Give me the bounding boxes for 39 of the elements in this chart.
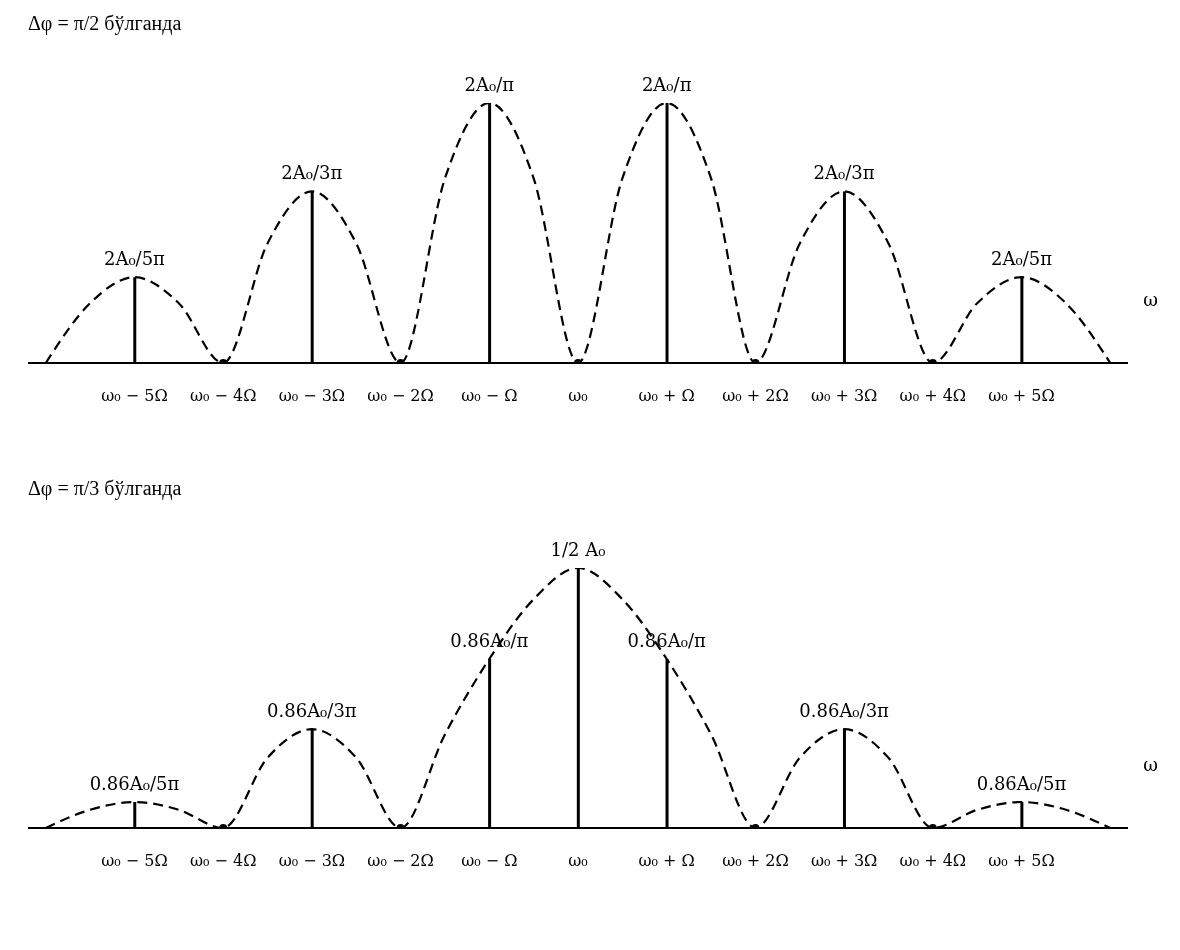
x-tick-label: ω₀ − 4Ω xyxy=(189,386,257,405)
annotation: 2A₀/π xyxy=(464,74,515,95)
annotation: 0.86A₀/3π xyxy=(267,700,357,722)
x-tick-label: ω₀ + 2Ω xyxy=(722,386,789,405)
x-tick-label: ω₀ − 3Ω xyxy=(278,851,346,870)
x-tick-label: ω₀ xyxy=(568,851,588,870)
x-axis-title: ω xyxy=(1143,753,1158,775)
x-tick-label: ω₀ − 3Ω xyxy=(278,386,346,405)
x-axis-title: ω xyxy=(1143,288,1158,310)
x-tick-label: ω₀ + 5Ω xyxy=(988,386,1055,405)
x-tick-label: ω₀ + 5Ω xyxy=(988,851,1055,870)
annotation: 2A₀/5π xyxy=(991,248,1053,270)
annotation: 0.86A₀/5π xyxy=(89,773,180,794)
x-tick-label: ω₀ + 4Ω xyxy=(899,851,967,870)
x-tick-label: ω₀ − 2Ω xyxy=(367,851,434,870)
x-tick-label: ω₀ − Ω xyxy=(461,851,518,870)
x-tick-label: ω₀ − 5Ω xyxy=(101,386,168,405)
annotation: 0.86A₀/π xyxy=(450,630,529,651)
x-tick-label: ω₀ + 4Ω xyxy=(899,386,967,405)
annotation: 2A₀/5π xyxy=(103,248,166,270)
annotation: 0.86A₀/5π xyxy=(976,773,1067,794)
annotation: 0.86A₀/π xyxy=(627,630,706,651)
annotation: 2A₀/π xyxy=(641,74,692,95)
x-tick-label: ω₀ − 2Ω xyxy=(367,386,434,405)
chart-title: Δφ = π/2 бўлганда xyxy=(28,12,182,35)
x-tick-label: ω₀ − 5Ω xyxy=(101,851,168,870)
annotation: 1/2 A₀ xyxy=(550,539,606,560)
x-tick-label: ω₀ + Ω xyxy=(638,851,695,870)
x-tick-label: ω₀ xyxy=(568,386,588,405)
x-tick-label: ω₀ − 4Ω xyxy=(189,851,257,870)
x-tick-label: ω₀ − Ω xyxy=(461,386,518,405)
x-tick-label: ω₀ + 3Ω xyxy=(810,851,878,870)
annotation: 2A₀/3π xyxy=(281,162,343,184)
chart-title: Δφ = π/3 бўлганда xyxy=(28,477,182,500)
x-tick-label: ω₀ + Ω xyxy=(638,386,695,405)
annotation: 0.86A₀/3π xyxy=(799,700,890,722)
annotation: 2A₀/3π xyxy=(813,162,875,184)
x-tick-label: ω₀ + 3Ω xyxy=(810,386,878,405)
x-tick-label: ω₀ + 2Ω xyxy=(722,851,789,870)
